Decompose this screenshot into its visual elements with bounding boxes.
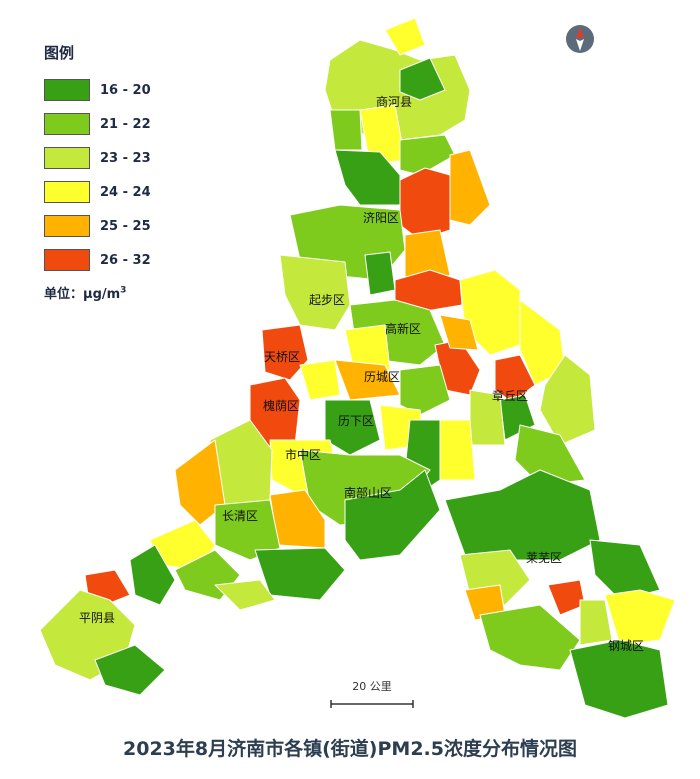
district-label-pingyin: 平阴县 <box>79 611 115 625</box>
region-laiwu-4 <box>547 579 586 616</box>
district-label-gaoxin: 高新区 <box>385 321 421 336</box>
region-laiwu-1 <box>444 469 601 561</box>
legend-item-label: 23 - 23 <box>100 150 151 166</box>
legend-swatch <box>44 215 90 237</box>
region-changqing-2 <box>174 439 226 526</box>
region-east-3 <box>439 314 479 351</box>
region-jiyang-1 <box>399 167 451 241</box>
district-label-shanghe: 商河县 <box>376 94 412 109</box>
legend-item: 25 - 25 <box>44 209 224 243</box>
legend-swatch <box>44 181 90 203</box>
district-label-huaiyin: 槐荫区 <box>263 398 299 413</box>
region-shanghe-3 <box>399 57 446 101</box>
scale-bar: 20 公里 <box>330 678 414 713</box>
region-laiwu-5 <box>589 539 661 601</box>
region-jiyang-2 <box>449 149 491 226</box>
legend-item: 26 - 32 <box>44 243 224 277</box>
region-shanghe-5 <box>329 109 363 151</box>
map-title: 2023年8月济南市各镇(街道)PM2.5浓度分布情况图 <box>123 738 577 760</box>
district-label-laiwu: 莱芜区 <box>526 551 562 565</box>
region-changqing-6 <box>129 544 176 606</box>
district-label-qibu: 起步区 <box>309 293 345 307</box>
region-jiyang-4 <box>364 251 396 296</box>
legend-item: 16 - 20 <box>44 73 224 107</box>
scale-label: 20 公里 <box>352 680 392 693</box>
unit-sup: 3 <box>120 285 127 296</box>
legend-unit: 单位：μg/m3 <box>44 283 224 302</box>
legend: 图例 16 - 20 21 - 22 23 - 23 24 - 24 25 - 25 26… <box>44 42 224 302</box>
scale-line <box>330 700 414 708</box>
region-se-2 <box>439 419 476 481</box>
legend-item-label: 26 - 32 <box>100 252 151 268</box>
region-laiwu-7 <box>579 599 613 646</box>
region-changqing-8 <box>254 547 346 601</box>
region-nanbushan-2 <box>344 469 441 561</box>
region-pingyin-3 <box>94 644 166 696</box>
legend-swatch <box>44 249 90 271</box>
district-label-jiyang: 济阳区 <box>363 210 399 225</box>
region-changqing-9 <box>214 579 276 611</box>
unit-label: 单位：μg/m <box>44 287 121 302</box>
region-shanghe-7 <box>399 134 456 176</box>
legend-swatch <box>44 147 90 169</box>
region-gangcheng-1 <box>604 589 676 646</box>
region-gangcheng-2 <box>569 639 669 719</box>
legend-item: 24 - 24 <box>44 175 224 209</box>
legend-item-label: 25 - 25 <box>100 218 151 234</box>
district-label-gangcheng: 钢城区 <box>608 639 644 653</box>
legend-item-label: 24 - 24 <box>100 184 151 200</box>
region-licheng-2 <box>399 364 451 416</box>
north-arrow-icon <box>566 25 594 53</box>
region-shanghe-2 <box>384 17 426 56</box>
region-huaiyin-2 <box>299 359 341 401</box>
district-label-nanbushan: 南部山区 <box>344 485 392 500</box>
region-laiwu-6 <box>479 604 581 671</box>
region-qibu-1 <box>279 254 351 331</box>
district-label-zhangqiu: 章丘区 <box>492 388 528 403</box>
legend-title: 图例 <box>44 44 75 62</box>
district-label-tianqiao: 天桥区 <box>264 350 300 364</box>
legend-item-label: 16 - 20 <box>100 82 151 98</box>
legend-item: 21 - 22 <box>44 107 224 141</box>
legend-swatch <box>44 79 90 101</box>
region-lixia <box>324 399 381 456</box>
region-zhangqiu-1 <box>494 354 536 403</box>
legend-item: 23 - 23 <box>44 141 224 175</box>
region-tianqiao <box>261 324 309 381</box>
district-label-lixia: 历下区 <box>338 414 374 428</box>
legend-swatch <box>44 113 90 135</box>
district-label-changqing: 长清区 <box>222 509 258 523</box>
district-label-shizhong: 市中区 <box>285 447 321 462</box>
legend-item-label: 21 - 22 <box>100 116 151 132</box>
district-label-licheng: 历城区 <box>364 370 400 384</box>
